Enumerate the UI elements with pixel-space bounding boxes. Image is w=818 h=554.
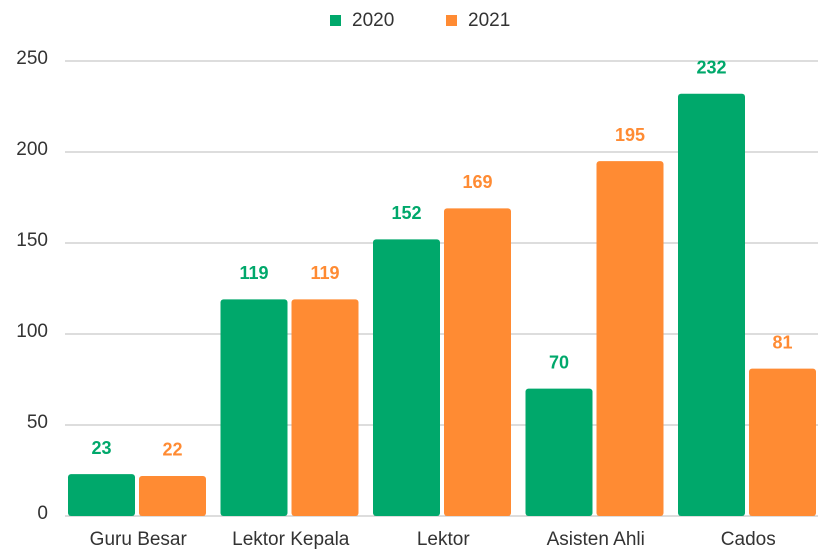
- x-tick-label: Lektor Kepala: [232, 529, 350, 550]
- value-label: 23: [91, 438, 111, 458]
- bar: [373, 239, 440, 517]
- bar: [139, 475, 206, 516]
- value-label: 232: [696, 58, 726, 78]
- y-tick-label: 250: [16, 48, 48, 69]
- value-label: 195: [615, 125, 645, 145]
- x-tick-label: Cados: [721, 529, 776, 550]
- value-label: 152: [391, 203, 421, 223]
- y-tick-label: 150: [16, 230, 48, 251]
- bar: [444, 208, 511, 517]
- bar: [291, 299, 359, 516]
- x-tick-label: Lektor: [417, 529, 470, 550]
- value-label: 119: [239, 263, 268, 283]
- bar: [596, 161, 664, 516]
- x-tick-label: Asisten Ahli: [547, 529, 645, 550]
- y-tick-label: 200: [16, 139, 48, 160]
- value-label: 70: [549, 352, 569, 372]
- value-label: 81: [772, 332, 792, 352]
- value-label: 169: [462, 172, 492, 192]
- bar: [678, 93, 745, 516]
- value-label: 119: [310, 263, 339, 283]
- legend-label: 2021: [468, 10, 510, 31]
- x-tick-label: Guru Besar: [90, 529, 188, 550]
- bar: [220, 299, 288, 516]
- y-tick-label: 100: [16, 321, 48, 342]
- bar: [525, 388, 593, 516]
- legend-label: 2020: [352, 10, 394, 31]
- bar: [749, 368, 816, 516]
- bar: [68, 474, 135, 516]
- legend-swatch: [330, 15, 341, 26]
- legend-swatch: [446, 15, 457, 26]
- value-label: 22: [162, 440, 182, 460]
- y-tick-label: 0: [37, 503, 48, 524]
- y-tick-label: 50: [27, 412, 48, 433]
